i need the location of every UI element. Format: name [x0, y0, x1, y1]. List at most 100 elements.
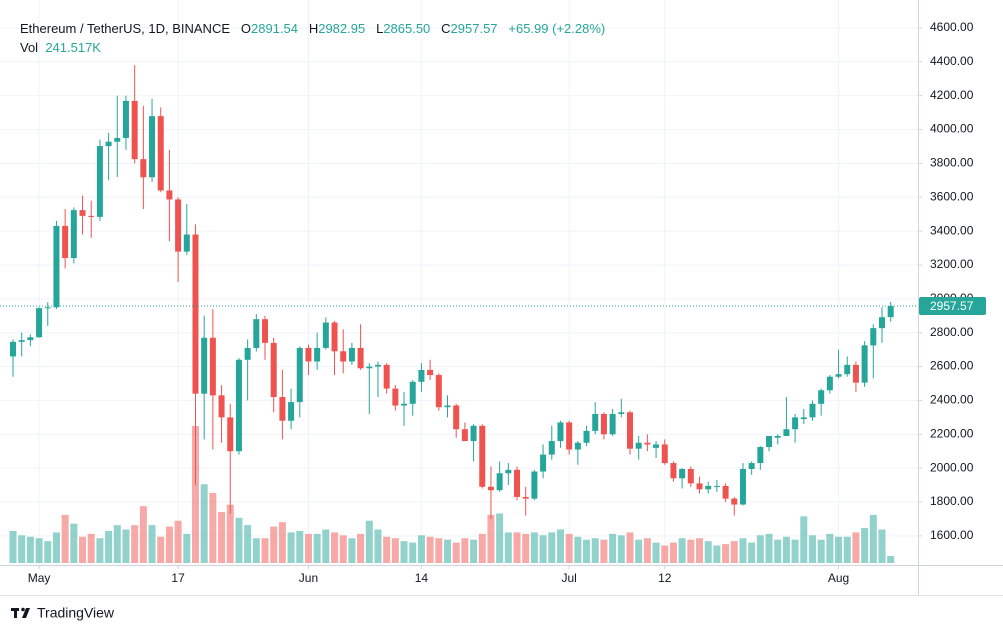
- candle-body: [10, 341, 16, 357]
- candle-body: [609, 413, 616, 435]
- volume-bar: [452, 542, 460, 563]
- volume-bar: [861, 528, 869, 563]
- candle-body: [792, 417, 799, 430]
- candle-body: [105, 141, 112, 147]
- candle-body: [157, 116, 164, 191]
- candle-body: [679, 468, 686, 479]
- candle-body: [618, 412, 625, 414]
- candle-body: [357, 347, 364, 369]
- volume-bar: [304, 533, 312, 563]
- volume-bar: [539, 535, 547, 563]
- volume-bar: [704, 541, 712, 563]
- y-tick-label: 1600.00: [930, 528, 974, 542]
- candle-body: [340, 351, 347, 362]
- candle-body: [401, 403, 408, 406]
- volume-bar: [461, 538, 469, 563]
- candle-body: [861, 345, 868, 383]
- volume-bar: [79, 536, 87, 563]
- candle-body: [583, 430, 590, 443]
- y-tick-label: 2200.00: [930, 426, 974, 440]
- candle-body: [70, 210, 77, 259]
- volume-bar: [869, 514, 877, 563]
- candle-body: [548, 441, 555, 455]
- volume-bar: [331, 532, 339, 563]
- candle-body: [192, 234, 199, 394]
- logo-mark: [14, 608, 17, 618]
- volume-bar: [70, 523, 78, 563]
- candles: [0, 65, 918, 519]
- candle-body: [201, 337, 208, 394]
- candle-body: [574, 442, 581, 450]
- volume-row: Vol 241.517K: [20, 38, 605, 57]
- candle-body: [505, 469, 512, 474]
- candle-body: [826, 376, 833, 391]
- volume-bar: [105, 530, 113, 563]
- candle-body: [470, 425, 477, 442]
- logo[interactable]: TradingView: [11, 605, 115, 621]
- y-tick-label: 4000.00: [930, 122, 974, 136]
- volume-bar: [843, 536, 851, 563]
- volume-bar: [165, 526, 173, 563]
- candle-body: [348, 347, 355, 362]
- volume-bar: [791, 539, 799, 563]
- volume-bar: [383, 536, 391, 563]
- volume-bar: [139, 506, 147, 563]
- volume-bar: [400, 541, 408, 563]
- logo-text: TradingView: [37, 605, 115, 621]
- volume-bar: [435, 538, 443, 563]
- volume-bar: [174, 520, 182, 563]
- volume-bar: [96, 538, 104, 563]
- candle-body: [392, 388, 399, 406]
- y-tick-label: 2400.00: [930, 393, 974, 407]
- volume-bar: [417, 535, 425, 563]
- volume-bar: [530, 532, 538, 563]
- volume-bar: [322, 529, 330, 563]
- volume-bar: [148, 525, 156, 563]
- candle-body: [757, 446, 764, 464]
- candle-body: [461, 429, 468, 442]
- low-value: 2865.50: [383, 21, 431, 36]
- y-tick-label: 3400.00: [930, 223, 974, 237]
- volume-bar: [113, 525, 121, 563]
- volume-bar: [626, 532, 634, 563]
- candle-body: [331, 322, 338, 352]
- volume-bar: [131, 525, 139, 563]
- volume-bar: [591, 538, 599, 563]
- volume-bar: [765, 533, 773, 563]
- volume-bar: [183, 533, 191, 563]
- volume-bar: [826, 533, 834, 563]
- candle-body: [227, 417, 234, 452]
- grid: [0, 0, 918, 565]
- y-tick-label: 3200.00: [930, 257, 974, 271]
- candle-body: [409, 381, 416, 404]
- candle-body: [748, 463, 755, 469]
- candle-body: [522, 496, 529, 499]
- candle-body: [739, 468, 746, 505]
- candle-body: [844, 364, 851, 375]
- candle-body: [279, 397, 286, 421]
- x-tick-label: 17: [171, 571, 185, 585]
- volume-bar: [730, 541, 738, 563]
- candle-body: [96, 146, 103, 217]
- candle-body: [44, 307, 51, 309]
- candle-body: [183, 234, 190, 252]
- volume-bar: [61, 514, 69, 563]
- volume-bar: [409, 542, 417, 563]
- y-tick-label: 1800.00: [930, 494, 974, 508]
- candle-body: [852, 364, 859, 383]
- volume-bar: [739, 538, 747, 563]
- candle-body: [653, 444, 660, 448]
- volume-bar: [52, 532, 60, 563]
- volume-bar: [513, 532, 521, 563]
- candle-body: [418, 369, 425, 382]
- candle-body: [209, 337, 216, 396]
- candle-body: [600, 413, 607, 435]
- volume-bar: [278, 522, 286, 563]
- volume-bar: [878, 529, 886, 563]
- volume-bar: [522, 533, 530, 563]
- volume-bar: [200, 484, 208, 563]
- candle-body: [366, 366, 373, 369]
- volume-bar: [774, 539, 782, 563]
- volume-bar: [357, 533, 365, 563]
